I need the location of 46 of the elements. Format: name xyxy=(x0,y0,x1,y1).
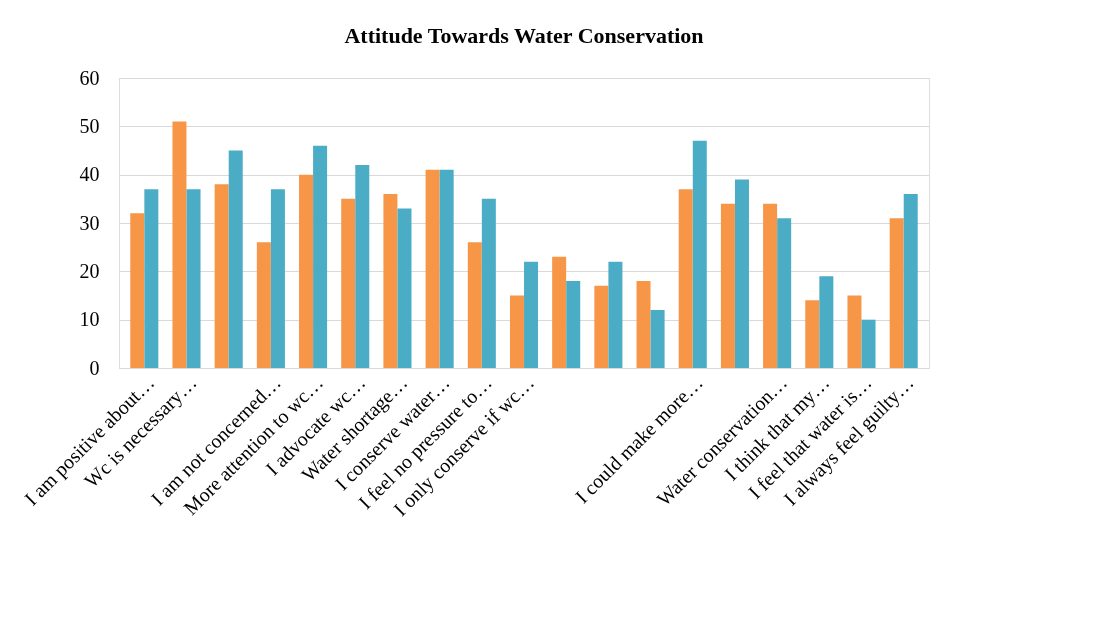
bar xyxy=(650,310,665,368)
bar xyxy=(214,184,229,368)
bar xyxy=(903,194,918,368)
bar xyxy=(566,281,581,368)
bar xyxy=(819,276,834,368)
y-tick-label: 30 xyxy=(79,211,100,234)
bar xyxy=(467,242,482,368)
bar xyxy=(608,261,623,368)
bar xyxy=(228,150,243,368)
y-tick-label: 50 xyxy=(79,114,100,137)
bar xyxy=(355,165,370,368)
bar xyxy=(805,300,820,368)
bar xyxy=(594,285,609,368)
bar xyxy=(481,198,496,368)
bar xyxy=(889,218,904,368)
bar xyxy=(383,194,398,368)
y-tick-label: 10 xyxy=(79,308,100,331)
y-tick-label: 40 xyxy=(79,163,100,186)
bar xyxy=(341,198,356,368)
bar xyxy=(172,121,187,368)
bar xyxy=(720,203,735,368)
bar xyxy=(524,261,539,368)
bar xyxy=(270,189,285,368)
chart-title: Attitude Towards Water Conservation xyxy=(344,23,704,48)
y-tick-label: 0 xyxy=(89,356,100,379)
bar xyxy=(397,208,412,368)
bar xyxy=(861,319,876,368)
bar xyxy=(439,169,454,368)
bar xyxy=(847,295,862,368)
bar xyxy=(130,213,145,368)
bar xyxy=(777,218,792,368)
bar xyxy=(509,295,524,368)
bar xyxy=(692,140,707,368)
bar xyxy=(678,189,693,368)
bar xyxy=(299,174,314,368)
bar xyxy=(256,242,271,368)
bar xyxy=(144,189,159,368)
bar xyxy=(734,179,749,368)
bar xyxy=(636,281,651,368)
bar xyxy=(313,145,328,368)
y-tick-label: 60 xyxy=(79,66,100,89)
bar xyxy=(425,169,440,368)
bar xyxy=(763,203,778,368)
bar xyxy=(552,256,567,368)
bar xyxy=(186,189,201,368)
y-tick-label: 20 xyxy=(79,259,100,282)
